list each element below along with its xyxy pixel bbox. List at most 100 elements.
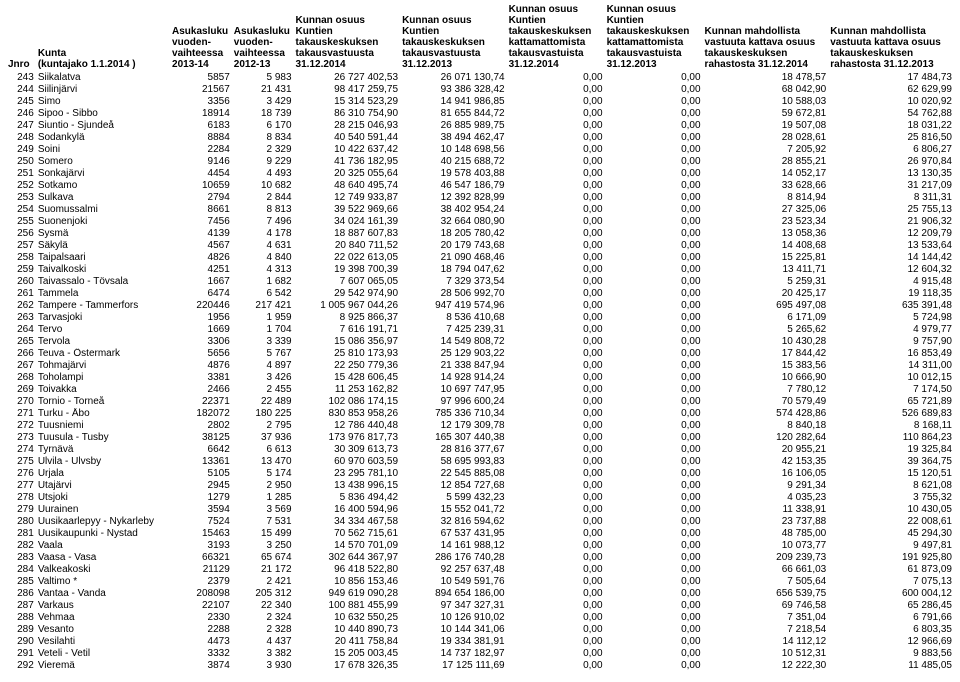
cell-jnro: 292 (6, 660, 36, 672)
cell-jnro: 271 (6, 408, 36, 420)
cell-rah13: 12 209,79 (828, 228, 954, 240)
cell-asuk14: 4139 (170, 228, 232, 240)
table-row: 254Suomussalmi86618 81339 522 969,6638 4… (6, 204, 954, 216)
cell-katt13: 0,00 (605, 324, 703, 336)
cell-rah14: 4 035,23 (703, 492, 829, 504)
cell-osuus13: 40 215 688,72 (400, 156, 507, 168)
cell-osuus13: 15 552 041,72 (400, 504, 507, 516)
table-row: 267Tohmajärvi48764 89722 250 779,3621 33… (6, 360, 954, 372)
cell-osuus13: 81 655 844,72 (400, 108, 507, 120)
cell-osuus13: 10 549 591,76 (400, 576, 507, 588)
cell-katt13: 0,00 (605, 144, 703, 156)
cell-asuk14: 2330 (170, 612, 232, 624)
cell-asuk14: 4876 (170, 360, 232, 372)
cell-jnro: 287 (6, 600, 36, 612)
cell-asuk14: 6183 (170, 120, 232, 132)
cell-osuus14: 25 810 173,93 (294, 348, 401, 360)
cell-katt14: 0,00 (507, 312, 605, 324)
cell-katt14: 0,00 (507, 396, 605, 408)
cell-asuk13: 4 437 (232, 636, 294, 648)
cell-rah13: 191 925,80 (828, 552, 954, 564)
cell-katt14: 0,00 (507, 576, 605, 588)
cell-rah14: 14 112,12 (703, 636, 829, 648)
cell-katt14: 0,00 (507, 588, 605, 600)
cell-asuk13: 5 174 (232, 468, 294, 480)
cell-asuk13: 3 382 (232, 648, 294, 660)
cell-osuus13: 32 816 594,62 (400, 516, 507, 528)
table-row: 268Toholampi33813 42615 428 606,4514 928… (6, 372, 954, 384)
cell-jnro: 273 (6, 432, 36, 444)
cell-rah14: 7 205,92 (703, 144, 829, 156)
col-header-rah14: Kunnan mahdollistavastuuta kattava osuus… (703, 4, 829, 72)
cell-rah13: 19 118,35 (828, 288, 954, 300)
cell-jnro: 282 (6, 540, 36, 552)
cell-osuus14: 41 736 182,95 (294, 156, 401, 168)
cell-asuk13: 5 983 (232, 72, 294, 84)
cell-osuus13: 19 334 381,91 (400, 636, 507, 648)
cell-rah14: 7 351,04 (703, 612, 829, 624)
cell-osuus14: 20 840 711,52 (294, 240, 401, 252)
cell-asuk14: 7524 (170, 516, 232, 528)
col-header-osuus13: Kunnan osuus Kuntientakauskeskuksentakau… (400, 4, 507, 72)
cell-rah13: 14 311,00 (828, 360, 954, 372)
cell-katt13: 0,00 (605, 180, 703, 192)
cell-rah13: 18 031,22 (828, 120, 954, 132)
cell-katt14: 0,00 (507, 336, 605, 348)
cell-jnro: 256 (6, 228, 36, 240)
cell-katt13: 0,00 (605, 384, 703, 396)
cell-kunta: Valtimo * (36, 576, 170, 588)
table-row: 281Uusikaupunki - Nystad1546315 49970 56… (6, 528, 954, 540)
cell-kunta: Tohmajärvi (36, 360, 170, 372)
cell-katt13: 0,00 (605, 564, 703, 576)
table-row: 284Valkeakoski2112921 17296 418 522,8092… (6, 564, 954, 576)
cell-katt14: 0,00 (507, 540, 605, 552)
cell-rah14: 66 661,03 (703, 564, 829, 576)
cell-asuk13: 1 682 (232, 276, 294, 288)
cell-katt14: 0,00 (507, 528, 605, 540)
cell-osuus13: 8 536 410,68 (400, 312, 507, 324)
cell-katt13: 0,00 (605, 468, 703, 480)
cell-rah13: 25 755,13 (828, 204, 954, 216)
cell-kunta: Simo (36, 96, 170, 108)
cell-asuk13: 3 339 (232, 336, 294, 348)
cell-katt14: 0,00 (507, 468, 605, 480)
cell-kunta: Sipoo - Sibbo (36, 108, 170, 120)
cell-asuk13: 8 813 (232, 204, 294, 216)
cell-kunta: Tuusula - Tusby (36, 432, 170, 444)
cell-asuk14: 2802 (170, 420, 232, 432)
cell-katt14: 0,00 (507, 660, 605, 672)
cell-kunta: Vieremä (36, 660, 170, 672)
table-row: 283Vaasa - Vasa6632165 674302 644 367,97… (6, 552, 954, 564)
cell-rah13: 10 012,15 (828, 372, 954, 384)
cell-kunta: Veteli - Vetil (36, 648, 170, 660)
cell-rah13: 4 979,77 (828, 324, 954, 336)
cell-asuk13: 22 489 (232, 396, 294, 408)
cell-jnro: 275 (6, 456, 36, 468)
cell-rah14: 8 840,18 (703, 420, 829, 432)
cell-asuk14: 1956 (170, 312, 232, 324)
cell-osuus13: 286 176 740,28 (400, 552, 507, 564)
table-row: 291Veteli - Vetil33323 38215 205 003,451… (6, 648, 954, 660)
cell-kunta: Suomussalmi (36, 204, 170, 216)
cell-osuus14: 8 925 866,37 (294, 312, 401, 324)
table-row: 282Vaala31933 25014 570 701,0914 161 988… (6, 540, 954, 552)
cell-asuk13: 3 250 (232, 540, 294, 552)
cell-asuk14: 4251 (170, 264, 232, 276)
cell-asuk13: 5 767 (232, 348, 294, 360)
cell-rah14: 15 225,81 (703, 252, 829, 264)
cell-katt13: 0,00 (605, 300, 703, 312)
cell-jnro: 260 (6, 276, 36, 288)
cell-osuus14: 100 881 455,99 (294, 600, 401, 612)
table-body: 243Siikalatva58575 98326 727 402,5326 07… (6, 72, 954, 672)
table-row: 264Tervo16691 7047 616 191,717 425 239,3… (6, 324, 954, 336)
cell-katt14: 0,00 (507, 132, 605, 144)
cell-rah14: 209 239,73 (703, 552, 829, 564)
cell-asuk14: 208098 (170, 588, 232, 600)
cell-rah14: 9 291,34 (703, 480, 829, 492)
cell-osuus13: 97 347 327,31 (400, 600, 507, 612)
table-row: 251Sonkajärvi44544 49320 325 055,6419 57… (6, 168, 954, 180)
cell-osuus13: 32 664 080,90 (400, 216, 507, 228)
cell-katt13: 0,00 (605, 456, 703, 468)
cell-asuk14: 13361 (170, 456, 232, 468)
cell-jnro: 281 (6, 528, 36, 540)
